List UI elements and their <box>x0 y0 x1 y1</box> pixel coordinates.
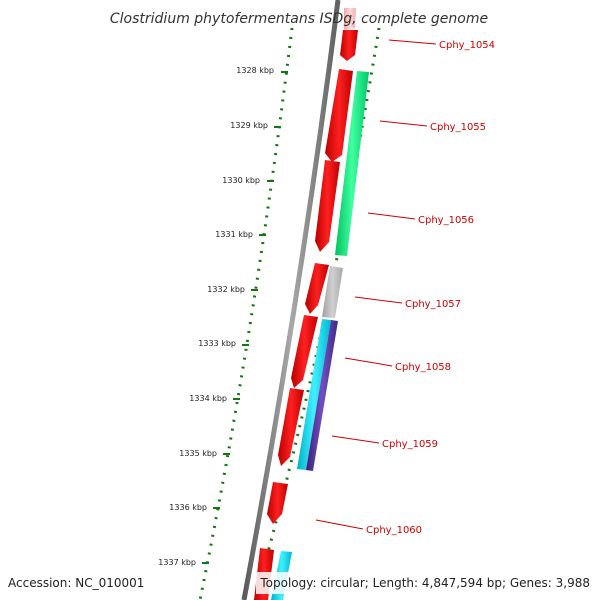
ruler-tick-label: 1334 kbp <box>189 394 227 403</box>
gene-leader-line <box>379 120 428 127</box>
ruler-tick-label: 1330 kbp <box>222 176 260 185</box>
gene-leader-line <box>344 357 393 367</box>
cds-cphy-1057 <box>305 263 329 314</box>
cds-track <box>254 8 358 600</box>
gene-leader-line <box>367 212 416 220</box>
cds-cphy-1054 <box>340 30 358 61</box>
cds-faded <box>344 8 356 30</box>
cds-cphy-1060 <box>267 482 288 524</box>
footer-topology-backdrop <box>256 572 596 594</box>
ruler-tick-label: 1333 kbp <box>198 339 236 348</box>
ruler-tick <box>267 180 274 182</box>
gene-leader-line <box>354 296 403 304</box>
ruler-tick <box>281 71 288 73</box>
ruler-tick-label: 1328 kbp <box>236 66 274 75</box>
accession-text: Accession: NC_010001 <box>8 576 144 590</box>
ruler-tick-label: 1332 kbp <box>207 285 245 294</box>
ruler-tick-label: 1336 kbp <box>169 503 207 512</box>
cog-feature-purple <box>306 320 338 471</box>
map-title: Clostridium phytofermentans ISDg, comple… <box>110 11 488 27</box>
gene-leader-line <box>315 519 364 530</box>
cog-track <box>271 71 369 600</box>
gene-label-cphy-1056[interactable]: Cphy_1056 <box>418 215 474 226</box>
ruler-tick-label: 1331 kbp <box>215 230 253 239</box>
gene-leader-line <box>331 435 380 444</box>
gene-label-cphy-1060[interactable]: Cphy_1060 <box>366 525 422 536</box>
cog-feature-green <box>335 71 369 256</box>
ruler-tick <box>233 398 240 400</box>
gene-label-cphy-1057[interactable]: Cphy_1057 <box>405 299 461 310</box>
cds-cphy-1055 <box>325 69 353 162</box>
ruler-tick-label: 1329 kbp <box>230 121 268 130</box>
genome-backbone <box>241 0 341 600</box>
ruler-tick-label: 1335 kbp <box>179 449 217 458</box>
ruler-tick <box>202 562 209 564</box>
ruler-tick <box>223 453 230 455</box>
cds-cphy-1056 <box>315 160 340 252</box>
position-ruler: 1328 kbp 1329 kbp 1330 kbp 1331 kbp 1332… <box>158 66 288 567</box>
ruler-tick <box>274 126 281 128</box>
topology-text: Topology: circular; Length: 4,847,594 bp… <box>259 576 590 590</box>
cds-cphy-1058 <box>291 315 318 388</box>
ruler-tick <box>213 507 220 509</box>
ruler-tick-label: 1337 kbp <box>158 558 196 567</box>
cog-feature-cyan <box>297 319 331 470</box>
gene-leader-line <box>388 39 437 45</box>
gene-label-cphy-1055[interactable]: Cphy_1055 <box>430 122 486 133</box>
gene-labels: Cphy_1054 Cphy_1055 Cphy_1056 Cphy_1057 … <box>315 39 495 536</box>
ruler-tick <box>259 234 266 236</box>
ruler-tick <box>251 289 258 291</box>
cds-cphy-1059 <box>278 388 304 466</box>
cog-feature-grey <box>322 266 343 318</box>
gene-label-cphy-1059[interactable]: Cphy_1059 <box>382 439 438 450</box>
gene-label-cphy-1054[interactable]: Cphy_1054 <box>439 40 495 51</box>
ruler-tick <box>242 344 249 346</box>
gene-label-cphy-1058[interactable]: Cphy_1058 <box>395 362 451 373</box>
